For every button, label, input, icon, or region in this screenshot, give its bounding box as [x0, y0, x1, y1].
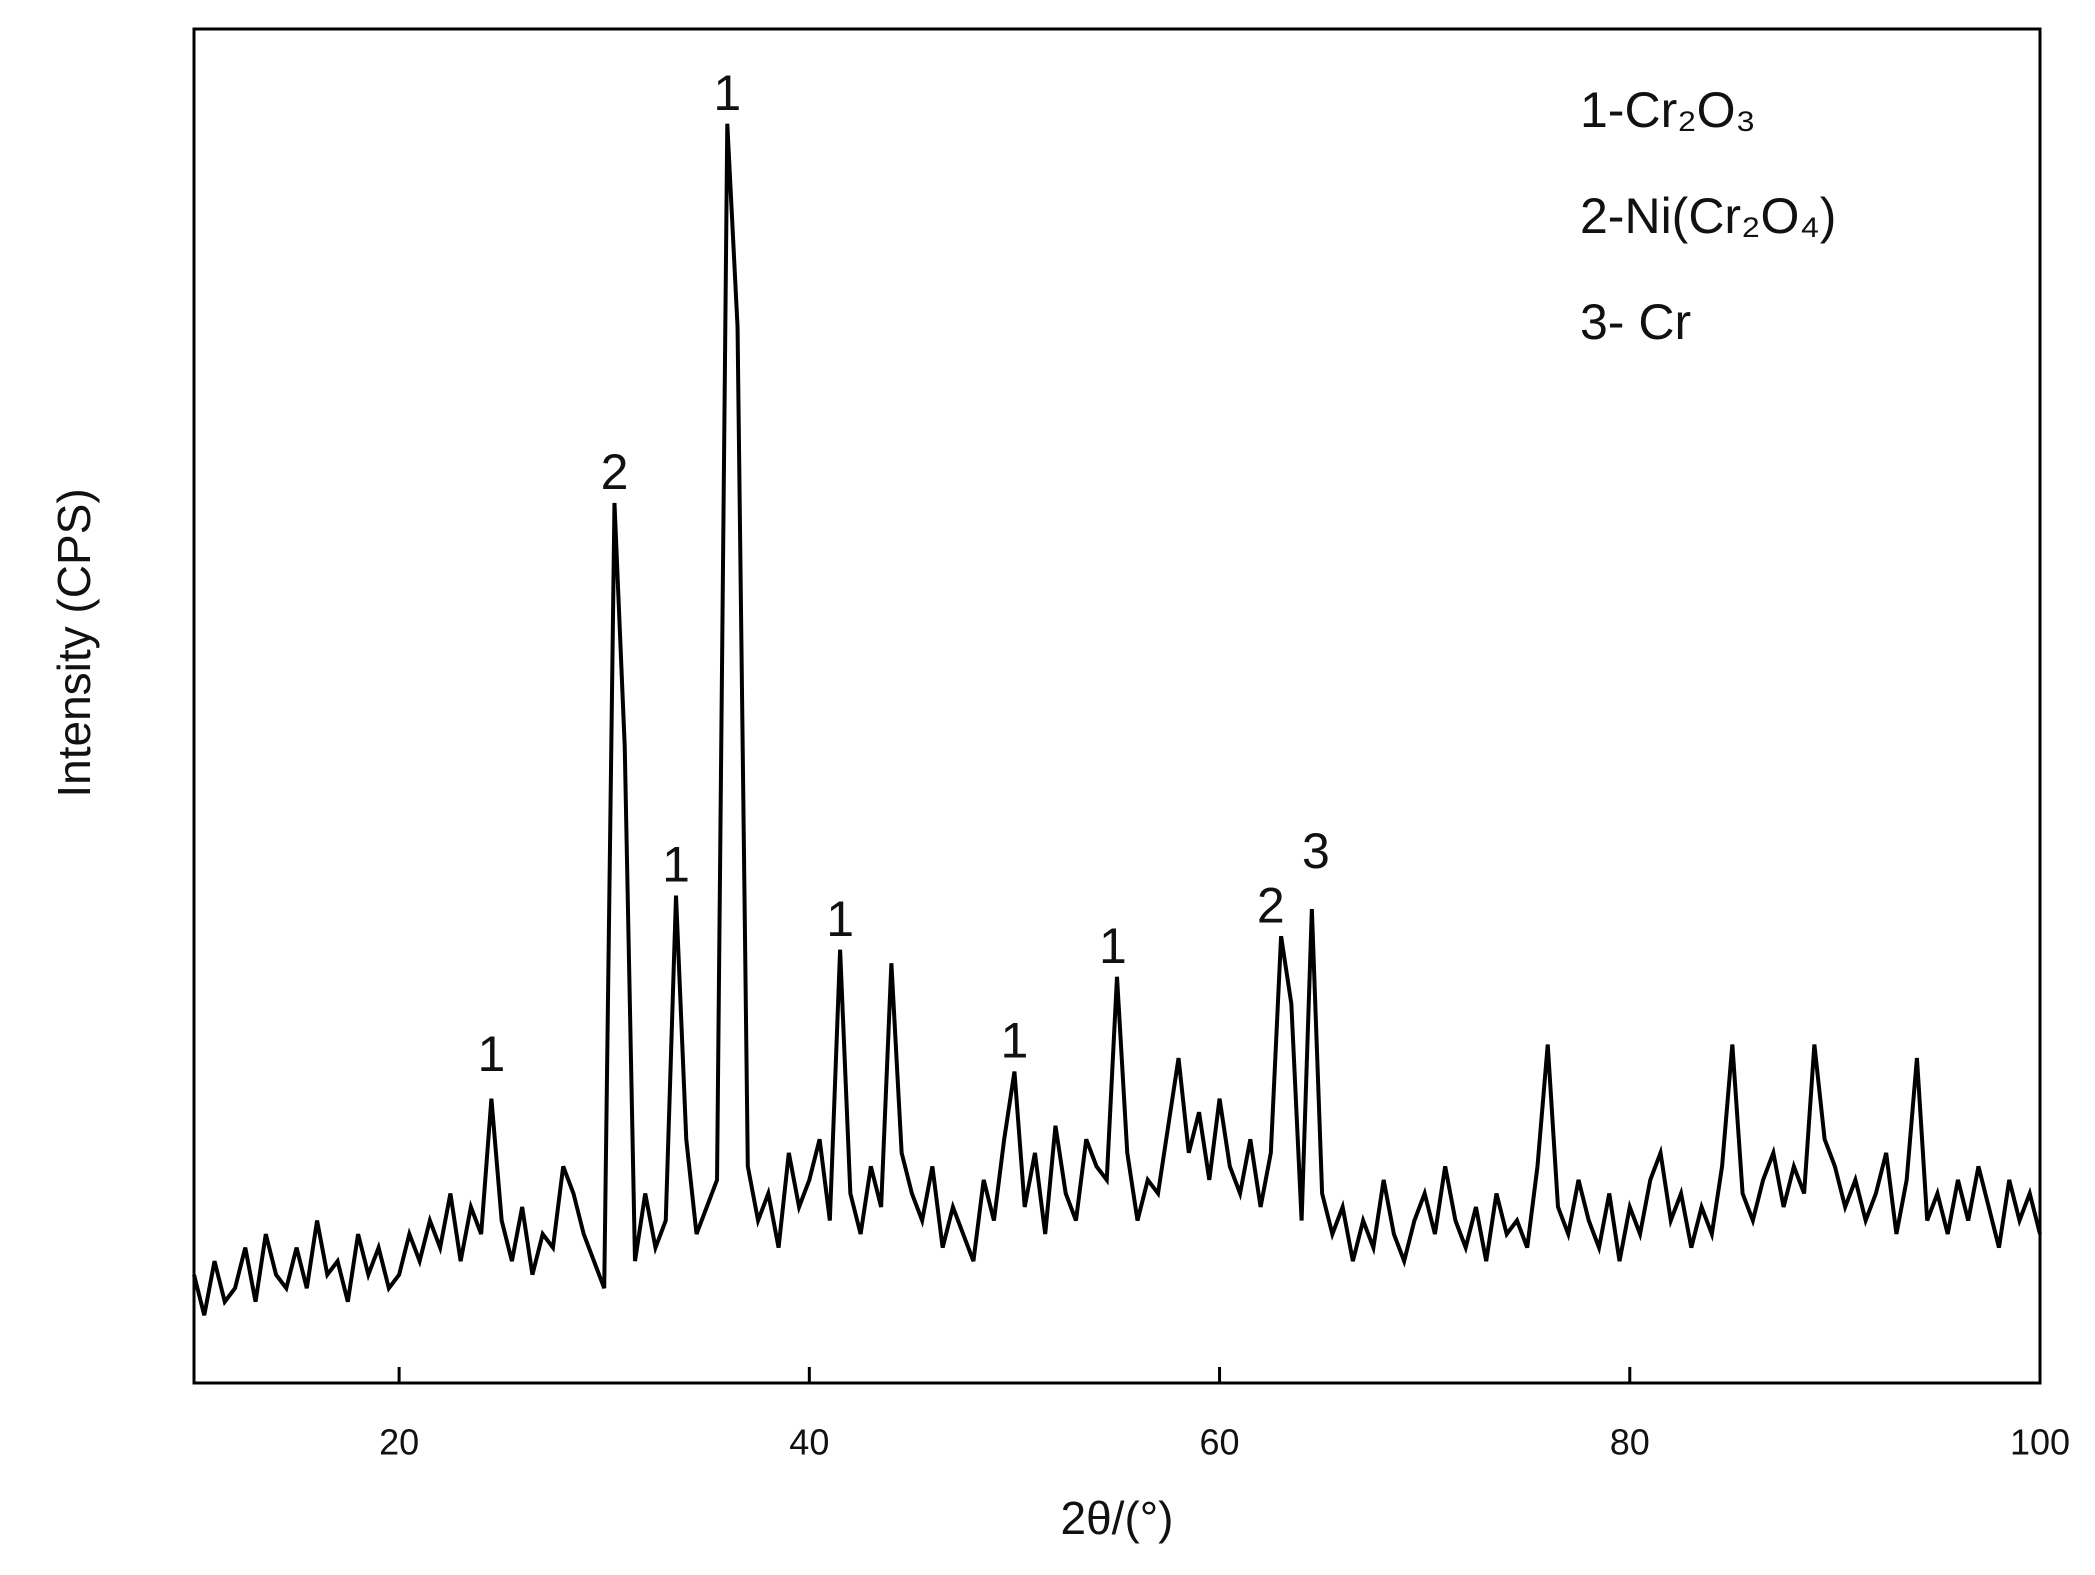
- x-tick-label: 100: [2010, 1422, 2070, 1463]
- legend-text: 3- Cr: [1580, 294, 1691, 350]
- xrd-pattern: [192, 123, 2042, 1316]
- peak-label: 1: [1099, 918, 1127, 974]
- x-tick-label: 40: [789, 1422, 829, 1463]
- legend-text: 2-Ni(Cr₂O₄): [1580, 188, 1836, 244]
- x-tick-label: 60: [1200, 1422, 1240, 1463]
- y-axis-label: Intensity (CPS): [48, 488, 100, 797]
- peak-label: 1: [713, 65, 741, 121]
- peak-label: 2: [601, 444, 629, 500]
- x-axis-label: 2θ/(°): [1061, 1492, 1174, 1544]
- peak-label: 1: [478, 1026, 506, 1082]
- peak-label: 3: [1302, 823, 1330, 879]
- x-tick-label: 80: [1610, 1422, 1650, 1463]
- x-tick-label: 20: [379, 1422, 419, 1463]
- peak-label: 1: [1001, 1013, 1029, 1069]
- peak-label: 1: [826, 891, 854, 947]
- peak-label: 1: [662, 837, 690, 893]
- plot-frame: [192, 27, 2042, 1385]
- peak-label: 2: [1257, 877, 1285, 933]
- legend-text: 1-Cr₂O₃: [1580, 82, 1756, 138]
